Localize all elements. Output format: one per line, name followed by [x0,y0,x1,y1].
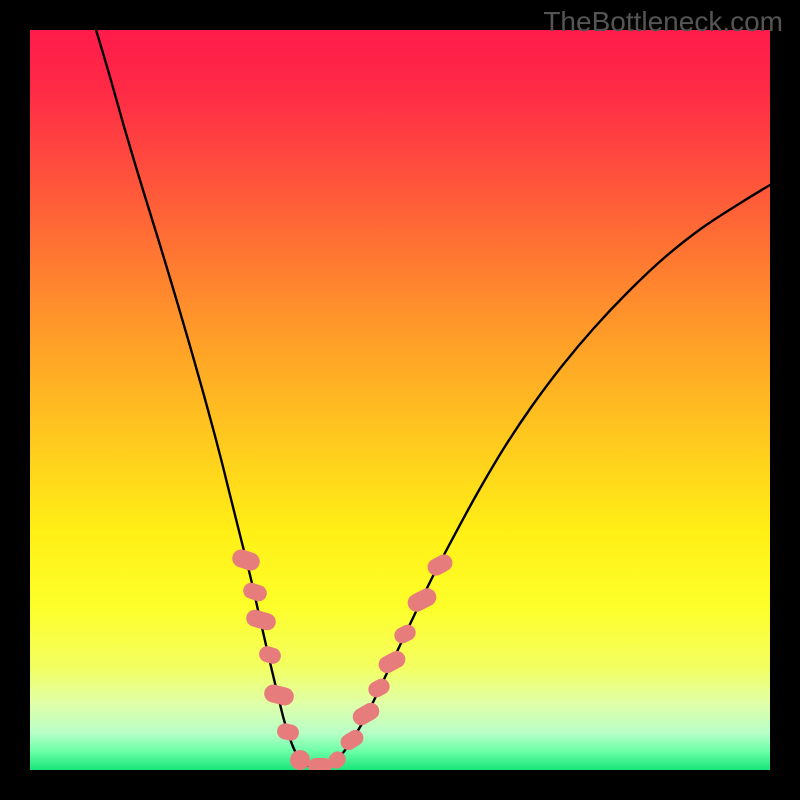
plot-area [30,30,770,770]
watermark-text: TheBottleneck.com [543,6,783,38]
marker-6 [290,750,310,770]
plot-svg [30,30,770,770]
